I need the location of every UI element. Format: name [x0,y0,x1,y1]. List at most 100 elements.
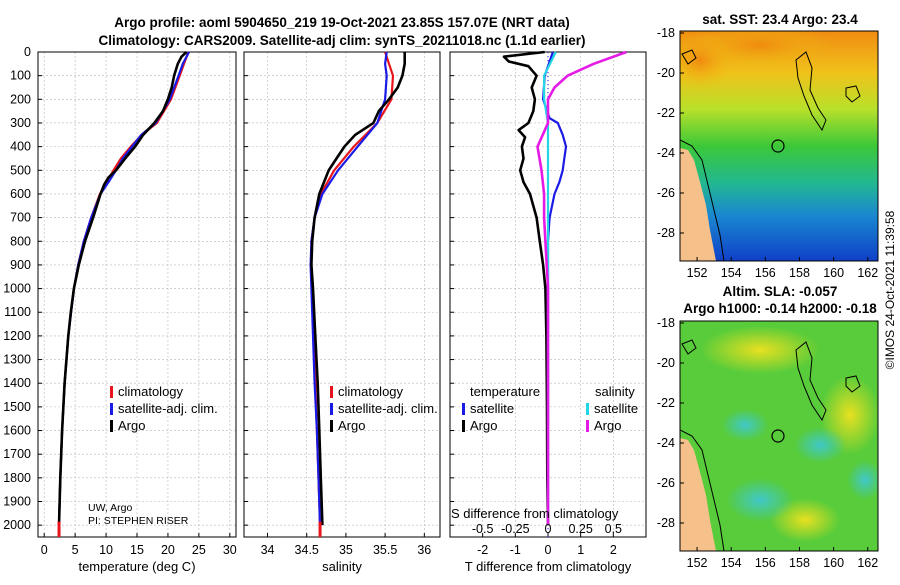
argo-location-marker [771,429,785,443]
note-line-1: UW, Argo [88,502,133,514]
temperature-legend: climatology satellite-adj. clim. Argo [110,384,218,433]
sla-yellow-patch [700,326,820,374]
s-tick-label: -0.25 [501,522,530,536]
lat-tick-label: -22 [657,396,675,410]
depth-tick-label: 400 [10,140,31,154]
difference-xlabel: T difference from climatology [465,559,632,574]
legend-climatology: climatology [118,384,184,399]
sla-map-frame [679,320,879,552]
lon-tick-label: 156 [755,556,776,570]
legend-climatology: climatology [338,384,404,399]
x-tick-label: 15 [130,543,144,557]
sla-cyan-patch-3 [726,478,794,522]
depth-tick-label: 1400 [3,376,31,390]
x-tick-label: 0 [41,543,48,557]
depth-tick-label: 0 [24,45,31,59]
land-mass [680,438,716,551]
salinity-panel: 34 34.5 35 35.5 36 [243,51,441,557]
legend-swatch-t-argo [462,420,465,432]
legend-s-argo: Argo [594,418,621,433]
imos-watermark: ©IMOS 24-Oct-2021 11:39:58 [883,210,897,369]
x-tick-label: 2 [610,543,617,557]
temperature-panel: 0 5 10 15 20 25 30 [37,51,237,557]
depth-tick-label: 300 [10,116,31,130]
x-tick-label: 0 [545,543,552,557]
legend-swatch-climatology [330,386,333,398]
depth-tick-label: 500 [10,163,31,177]
panel-frame [243,51,441,538]
depth-tick-label: 100 [10,69,31,83]
lat-tick-label: -28 [657,516,675,530]
depth-tick-label: 1300 [3,353,31,367]
x-tick-label: 34 [261,543,275,557]
depth-tick-label: 700 [10,211,31,225]
legend-salinity-heading: salinity [595,384,635,399]
sst-map-ticks: -18 -20 -22 -24 -26 -28 152 154 156 158 160 162 [657,26,878,280]
lon-tick-label: 154 [721,556,742,570]
argo-location-marker [771,139,785,153]
x-tick-label: 35 [339,543,353,557]
difference-legend: temperature satellite Argo salinity sate… [462,384,638,433]
seamount-contour [681,339,697,355]
x-tick-label: 34.5 [295,543,319,557]
legend-swatch-satellite [110,403,113,415]
x-tick-label: 30 [223,543,237,557]
legend-t-satellite: satellite [470,401,514,416]
lon-tick-label: 158 [789,266,810,280]
header-line-2: Climatology: CARS2009. Satellite-adj cli… [99,33,586,48]
x-tick-label: 1 [577,543,584,557]
s-tick-label: 0 [545,522,552,536]
lat-tick-label: -20 [657,66,675,80]
reef-contour [795,51,827,132]
lon-tick-label: 160 [823,266,844,280]
sst-map-frame [679,30,879,262]
coast-contour [680,429,725,551]
s-tick-label: 0.5 [605,522,622,536]
legend-argo: Argo [338,418,365,433]
depth-tick-label: 200 [10,92,31,106]
legend-s-satellite: satellite [594,401,638,416]
legend-swatch-climatology [110,386,113,398]
depth-tick-label: 2000 [3,518,31,532]
legend-swatch-s-argo [586,420,589,432]
depth-tick-label: 1200 [3,329,31,343]
x-tick-label: 10 [99,543,113,557]
x-tick-label: 5 [72,543,79,557]
note-line-2: PI: STEPHEN RISER [88,515,189,527]
legend-swatch-argo [110,420,113,432]
lon-tick-label: 162 [857,556,878,570]
lat-tick-label: -18 [657,316,675,330]
legend-satellite: satellite-adj. clim. [118,401,218,416]
series-line-s-argo [536,50,627,526]
sla-cyan-patch-2 [794,427,846,463]
sst-map: sat. SST: 23.4 Argo: 23.4 -18 -20 -22 -24 -2… [657,12,879,280]
lon-tick-label: 160 [823,556,844,570]
depth-tick-label: 1000 [3,282,31,296]
header-line-1: Argo profile: aoml 5904650_219 19-Oct-20… [114,15,569,30]
lat-tick-label: -26 [657,186,675,200]
sla-map-title-2: Argo h1000: -0.14 h2000: -0.18 [683,301,877,316]
sla-cyan-patch-4 [847,460,878,500]
lat-tick-label: -22 [657,106,675,120]
lon-tick-label: 156 [755,266,776,280]
x-tick-label: 20 [161,543,175,557]
sla-map-ticks: -18 -20 -22 -24 -26 -28 152 154 156 158 160 162 [657,316,878,570]
depth-tick-label: 1100 [4,305,31,319]
depth-tick-label: 1900 [3,495,31,509]
temperature-xlabel: temperature (deg C) [78,559,195,574]
depth-tick-label: 1700 [3,447,31,461]
sla-map: Altim. SLA: -0.057 Argo h1000: -0.14 h20… [657,284,879,570]
s-difference-ticks: -0.5 -0.25 0 0.25 0.5 [472,522,622,536]
legend-swatch-satellite [330,403,333,415]
legend-t-argo: Argo [470,418,497,433]
x-tick-label: -1 [510,543,521,557]
legend-argo: Argo [118,418,145,433]
legend-swatch-t-satellite [462,403,465,415]
salinity-xlabel: salinity [322,559,362,574]
series-line-t-argo [502,50,550,526]
depth-tick-label: 1500 [3,400,31,414]
depth-tick-label: 900 [10,258,31,272]
panel-frame [37,51,237,538]
s-tick-label: -0.5 [472,522,494,536]
